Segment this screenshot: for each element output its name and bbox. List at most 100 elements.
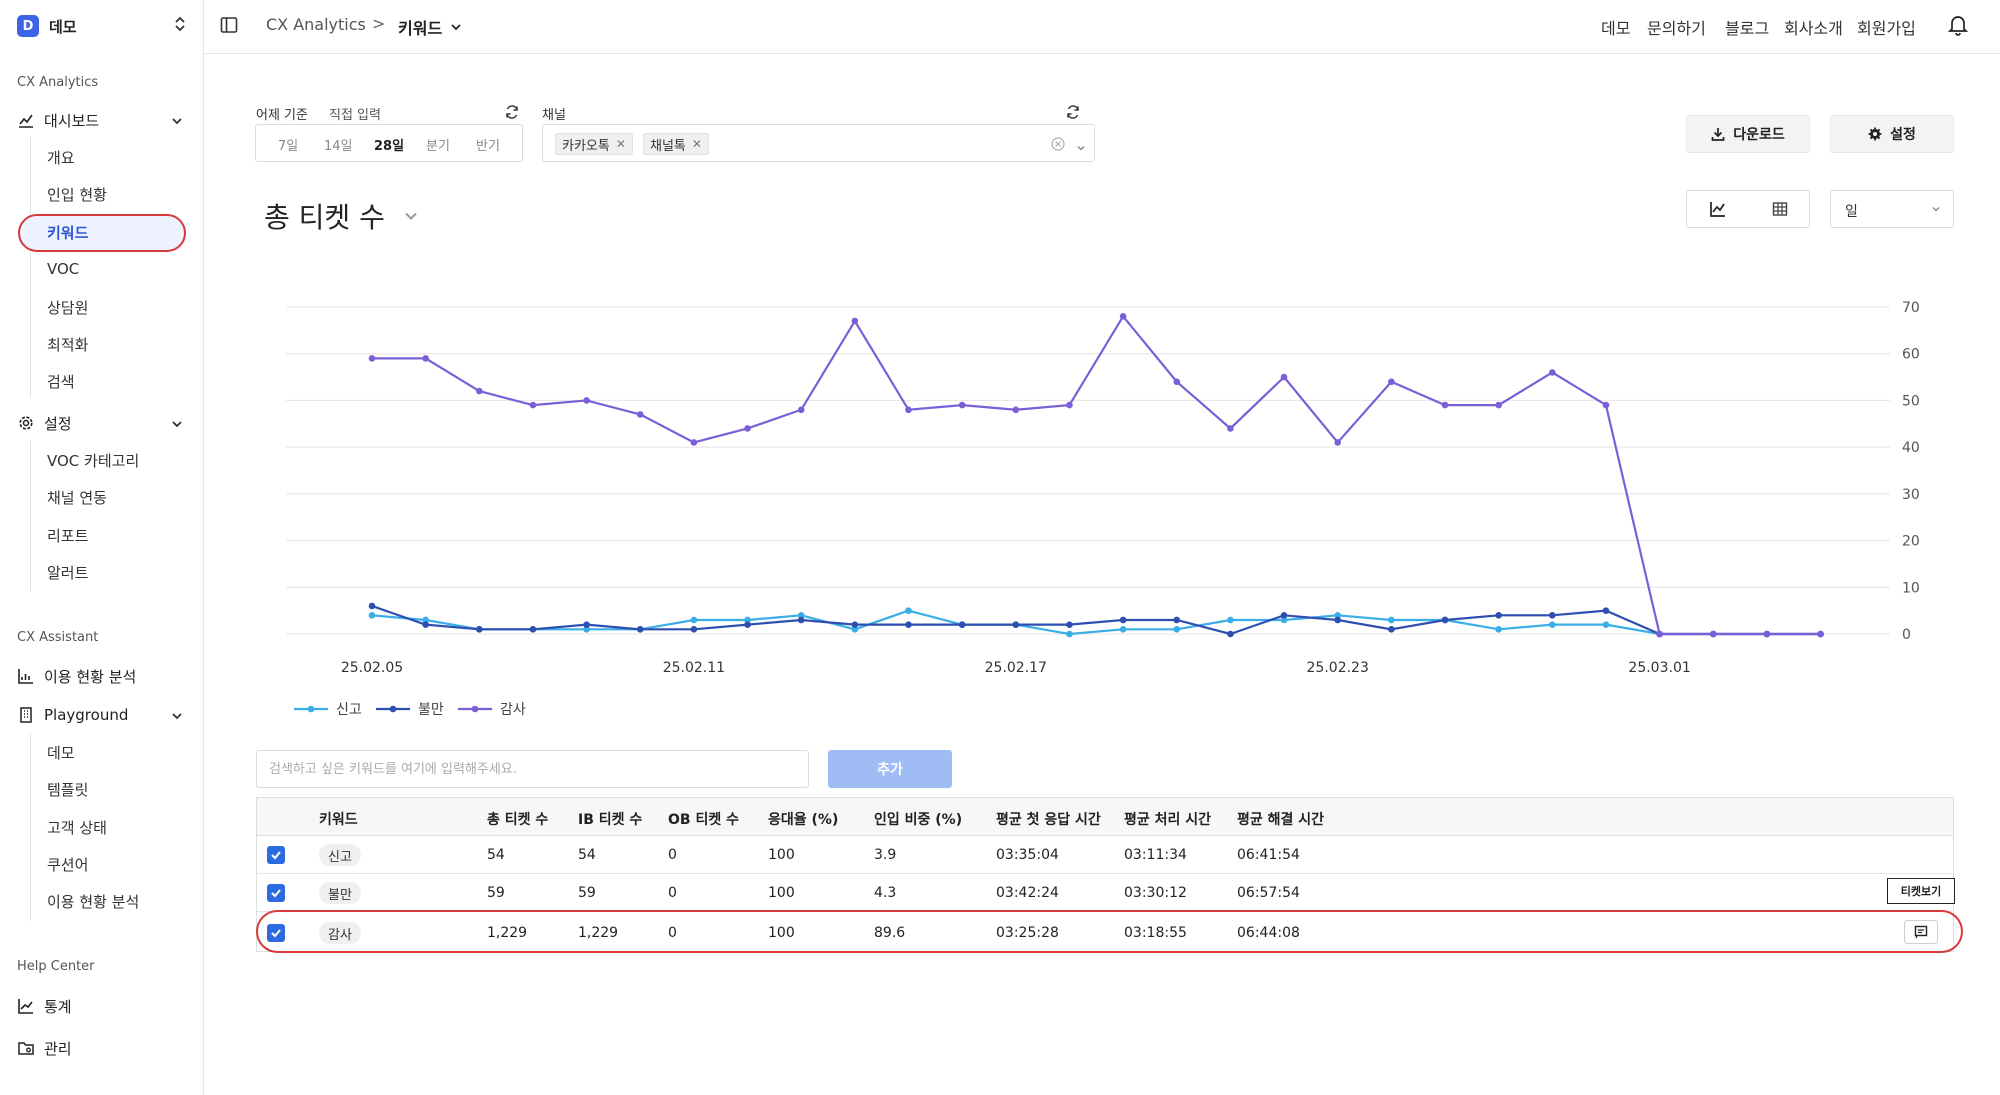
- topnav-about[interactable]: 회사소개: [1784, 19, 1843, 38]
- sidebar-item-alert[interactable]: 알러트: [47, 563, 89, 582]
- topnav-blog[interactable]: 블로그: [1725, 19, 1770, 38]
- sidebar-item-usage-analysis[interactable]: 이용 현황 분석: [47, 892, 140, 911]
- direct-input-link[interactable]: 직접 입력: [329, 108, 381, 123]
- legend-label: 신고: [336, 702, 362, 718]
- channel-tag-channeltalk: 채널톡 ✕: [643, 133, 709, 155]
- download-button[interactable]: 다운로드: [1686, 115, 1810, 153]
- col-avg-handle-time[interactable]: 평균 처리 시간: [1124, 812, 1212, 828]
- refresh-icon[interactable]: [1066, 104, 1080, 119]
- bell-icon[interactable]: [1947, 14, 1969, 40]
- data-point: [1066, 630, 1073, 638]
- settings-label: 설정: [1890, 127, 1916, 143]
- y-tick-label: 50: [1902, 393, 1920, 409]
- sidebar-item-inflow[interactable]: 인입 현황: [47, 185, 107, 204]
- channel-label: 채널: [542, 108, 566, 123]
- cell-first-response: 03:42:24: [996, 885, 1059, 901]
- period-14d[interactable]: 14일: [324, 139, 353, 154]
- data-point: [1119, 313, 1127, 320]
- data-point: [1227, 425, 1234, 432]
- breadcrumb-separator: >: [372, 14, 386, 33]
- data-point: [1012, 406, 1020, 414]
- nav-playground[interactable]: Playground: [17, 700, 187, 730]
- sidebar-item-optimization[interactable]: 최적화: [47, 335, 89, 354]
- line-chart-view-button[interactable]: [1687, 191, 1749, 227]
- date-basis-label: 어제 기준: [256, 108, 308, 123]
- col-ob-tickets[interactable]: OB 티켓 수: [668, 812, 739, 828]
- breadcrumb-root[interactable]: CX Analytics: [266, 15, 366, 34]
- building-icon: [17, 706, 35, 724]
- nav-manage[interactable]: 관리: [17, 1033, 187, 1063]
- sidebar-item-cushion[interactable]: 쿠션어: [47, 855, 89, 874]
- period-half[interactable]: 반기: [476, 139, 500, 154]
- table-row[interactable]: 불만 59 59 0 100 4.3 03:42:24 03:30:12 06:…: [257, 874, 1953, 912]
- series-line: [371, 609, 1821, 636]
- sidebar-item-keyword[interactable]: 키워드: [47, 223, 89, 242]
- sidebar-toggle-icon[interactable]: [220, 16, 238, 34]
- download-icon: [1711, 127, 1725, 141]
- sidebar-item-channel-link[interactable]: 채널 연동: [47, 488, 107, 507]
- data-point: [1763, 630, 1771, 638]
- playground-submenu: [30, 734, 31, 921]
- sidebar-item-demo[interactable]: 데모: [47, 743, 75, 762]
- sidebar-item-report[interactable]: 리포트: [47, 526, 89, 545]
- nav-dashboard[interactable]: 대시보드: [17, 105, 187, 135]
- topnav-demo[interactable]: 데모: [1601, 19, 1631, 38]
- keyword-search-input[interactable]: [256, 750, 809, 788]
- granularity-select[interactable]: 일: [1830, 190, 1954, 228]
- cell-ib: 54: [578, 847, 596, 863]
- view-tickets-button[interactable]: [1904, 920, 1938, 944]
- data-point: [958, 621, 966, 628]
- gear-icon: [17, 414, 35, 432]
- channel-tag-label: 채널톡: [650, 138, 686, 154]
- col-response-rate[interactable]: 응대율 (%): [768, 812, 839, 828]
- period-segment: 7일 14일 28일 분기 반기: [255, 124, 523, 162]
- period-7d[interactable]: 7일: [278, 139, 299, 154]
- close-icon[interactable]: ✕: [615, 137, 626, 151]
- message-icon: [1914, 925, 1928, 939]
- row-checkbox[interactable]: [267, 846, 285, 864]
- table-row[interactable]: 신고 54 54 0 100 3.9 03:35:04 03:11:34 06:…: [257, 836, 1953, 874]
- col-total-tickets[interactable]: 총 티켓 수: [487, 812, 549, 828]
- sidebar-item-agent[interactable]: 상담원: [47, 298, 89, 317]
- nav-settings[interactable]: 설정: [17, 408, 187, 438]
- sidebar-item-overview[interactable]: 개요: [47, 148, 75, 167]
- close-icon[interactable]: ✕: [691, 137, 702, 151]
- sidebar-item-template[interactable]: 템플릿: [47, 780, 89, 799]
- table-view-button[interactable]: [1749, 191, 1811, 227]
- col-inflow-share[interactable]: 인입 비중 (%): [874, 812, 963, 828]
- sidebar-item-voc[interactable]: VOC: [47, 260, 80, 278]
- sidebar-item-voc-category[interactable]: VOC 카테고리: [47, 451, 140, 470]
- topnav-contact[interactable]: 문의하기: [1647, 19, 1706, 38]
- breadcrumb-current[interactable]: 키워드: [398, 15, 462, 39]
- add-keyword-button[interactable]: 추가: [828, 750, 952, 788]
- data-point: [1602, 401, 1610, 409]
- period-quarter[interactable]: 분기: [426, 139, 450, 154]
- col-avg-resolution[interactable]: 평균 해결 시간: [1237, 812, 1325, 828]
- highlighted-row-outline: [256, 910, 1963, 953]
- nav-usage-analysis[interactable]: 이용 현황 분석: [17, 661, 187, 691]
- topnav-signup[interactable]: 회원가입: [1857, 19, 1916, 38]
- period-28d[interactable]: 28일: [374, 139, 405, 154]
- table-row[interactable]: 감사 1,229 1,229 0 100 89.6 03:25:28 03:18…: [257, 914, 1953, 952]
- settings-button[interactable]: 설정: [1830, 115, 1954, 153]
- chevron-down-icon: [1076, 138, 1086, 157]
- channel-select[interactable]: 카카오톡 ✕ 채널톡 ✕: [542, 124, 1095, 162]
- refresh-icon[interactable]: [505, 104, 519, 119]
- row-checkbox[interactable]: [267, 884, 285, 902]
- metric-selector[interactable]: 총 티켓 수: [264, 196, 419, 236]
- sidebar-item-customer-state[interactable]: 고객 상태: [47, 818, 107, 837]
- clear-circle-icon[interactable]: [1051, 136, 1065, 155]
- cell-handle-time: 03:30:12: [1124, 885, 1187, 901]
- workspace-switcher[interactable]: D 데모: [17, 13, 187, 39]
- col-keyword[interactable]: 키워드: [319, 812, 358, 828]
- keyword-tag: 불만: [319, 882, 361, 904]
- col-ib-tickets[interactable]: IB 티켓 수: [578, 812, 643, 828]
- data-point: [1227, 630, 1234, 638]
- cell-ob: 0: [668, 925, 677, 941]
- col-avg-first-response[interactable]: 평균 첫 응답 시간: [996, 812, 1101, 828]
- data-point: [1173, 626, 1181, 633]
- nav-stats[interactable]: 통계: [17, 991, 187, 1021]
- data-point: [1495, 612, 1502, 619]
- section-cx-analytics: CX Analytics: [17, 75, 99, 90]
- sidebar-item-search[interactable]: 검색: [47, 372, 75, 391]
